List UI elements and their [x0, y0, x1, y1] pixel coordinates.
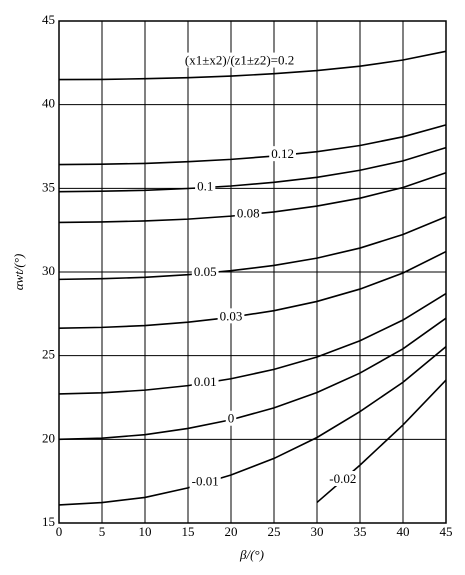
curve	[58, 216, 447, 281]
curve-label: 0.1	[197, 178, 213, 193]
y-tick-label: 40	[42, 96, 55, 111]
label-background	[327, 471, 359, 487]
label-background	[182, 52, 297, 68]
x-tick-label: 0	[56, 524, 63, 539]
curve	[58, 146, 447, 193]
curve-label: 0.08	[237, 205, 260, 220]
plot-frame	[58, 20, 447, 524]
label-background	[225, 410, 237, 426]
x-tick-label: 15	[182, 524, 195, 539]
curve-label: -0.01	[192, 474, 219, 489]
y-tick-label: 45	[42, 12, 55, 27]
y-tick-label: 15	[42, 514, 55, 529]
curve	[58, 317, 447, 441]
label-background	[191, 373, 219, 389]
x-tick-label: 10	[139, 524, 152, 539]
curve-label: 0.01	[194, 374, 217, 389]
x-tick-label: 20	[225, 524, 238, 539]
x-tick-label: 40	[397, 524, 410, 539]
label-background	[234, 205, 262, 221]
label-background	[189, 473, 221, 489]
label-background	[191, 264, 219, 280]
x-tick-label: 35	[354, 524, 367, 539]
y-axis-label: αwt/(°)	[11, 254, 26, 291]
y-tick-label: 20	[42, 430, 55, 445]
x-tick-label: 25	[268, 524, 281, 539]
y-tick-label: 30	[42, 263, 55, 278]
curve-label: 0.03	[220, 308, 243, 323]
x-tick-label: 5	[99, 524, 106, 539]
x-tick-label: 45	[440, 524, 453, 539]
curve	[58, 250, 447, 330]
curve-label: 0.12	[271, 146, 294, 161]
label-background	[269, 146, 296, 162]
curve-label: -0.02	[329, 471, 356, 486]
curve	[58, 50, 447, 81]
curve	[58, 292, 447, 395]
curve	[58, 124, 447, 166]
x-axis-label: β/(°)	[239, 547, 264, 562]
x-tick-label: 30	[311, 524, 324, 539]
y-tick-label: 25	[42, 347, 55, 362]
curve	[58, 346, 447, 506]
curve-label: 0	[228, 411, 235, 426]
label-background	[217, 308, 245, 324]
curve-label: (x1±x2)/(z1±z2)=0.2	[185, 53, 294, 68]
y-tick-label: 35	[42, 179, 55, 194]
label-background	[195, 178, 216, 194]
curve-label: 0.05	[194, 264, 217, 279]
